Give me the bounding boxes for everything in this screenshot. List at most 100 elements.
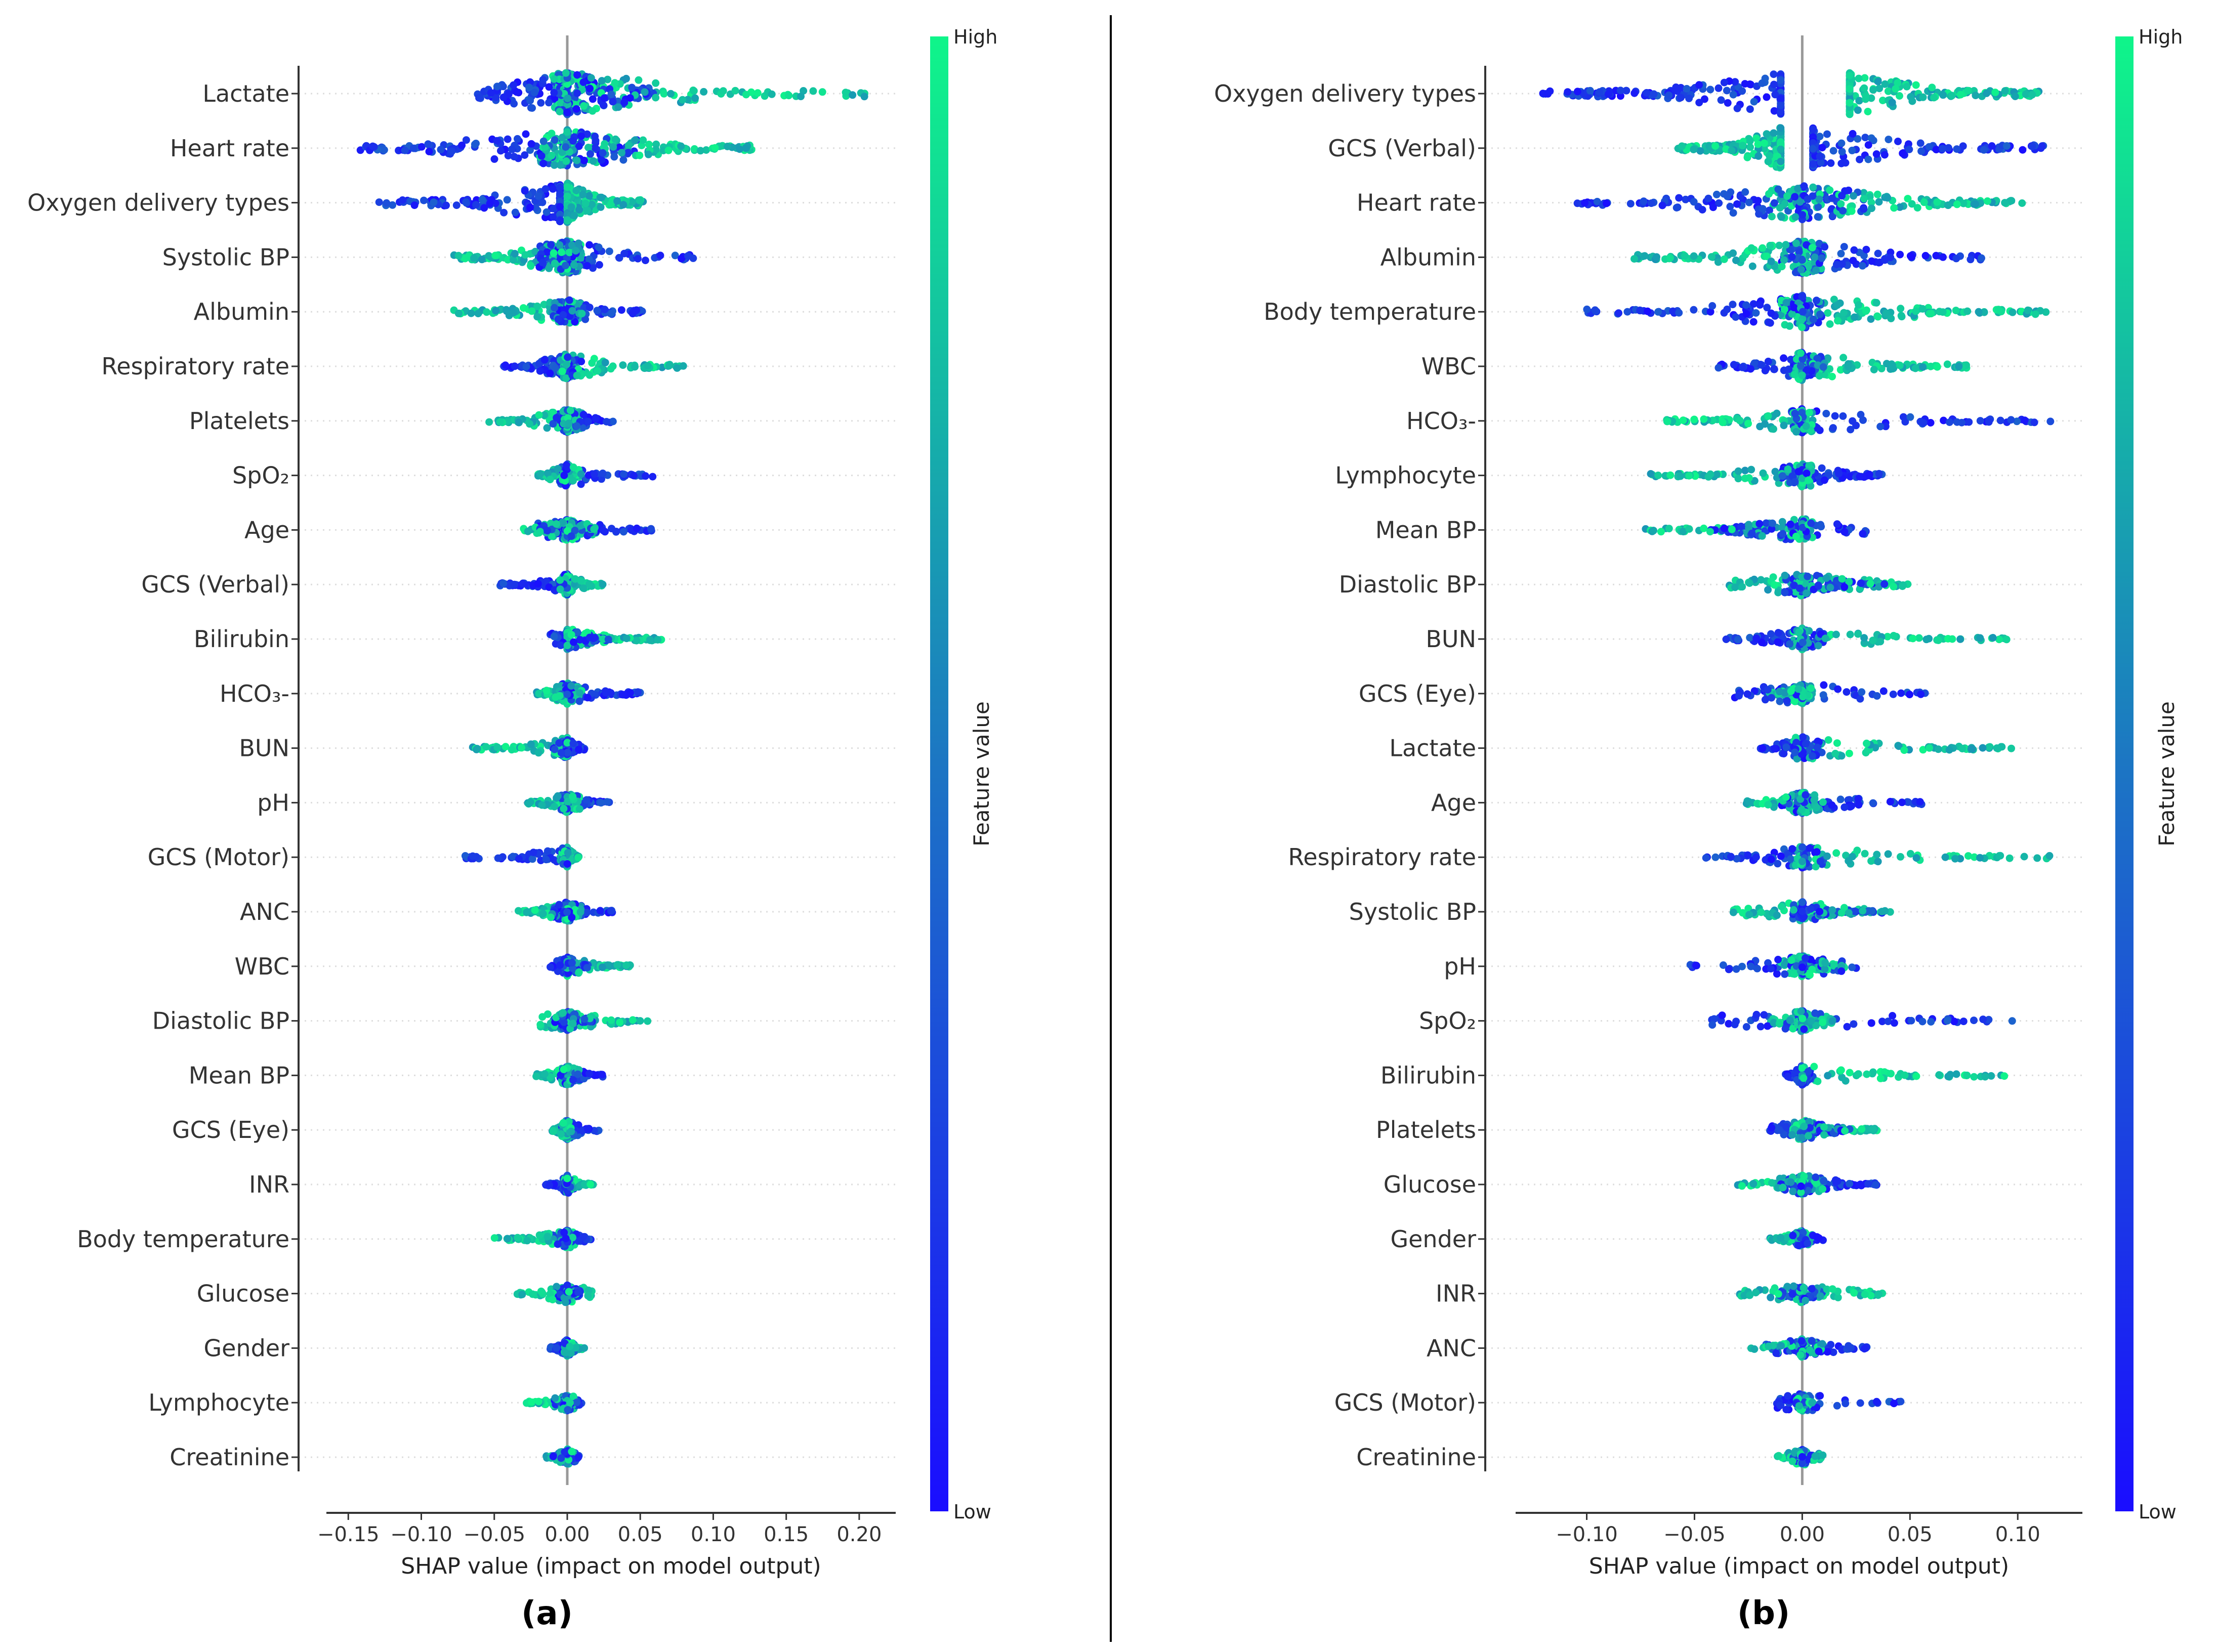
shap-dot [842, 89, 850, 97]
shap-dot [547, 913, 555, 921]
shap-dot [591, 144, 599, 152]
shap-dot [562, 143, 570, 151]
shap-dot [522, 130, 530, 138]
shap-dot [556, 961, 564, 969]
shap-dot [511, 208, 519, 217]
shap-dot [860, 93, 868, 101]
shap-dot [548, 532, 556, 540]
shap-dot [533, 302, 541, 310]
shap-dot [380, 146, 388, 154]
shap-dot [556, 585, 564, 594]
shap-dot [523, 1237, 531, 1245]
shap-dot [508, 145, 516, 153]
shap-dot [425, 148, 433, 155]
shap-dot [563, 1281, 571, 1289]
shap-dot [617, 306, 625, 314]
shap-dot [649, 473, 657, 481]
shap-dot [547, 241, 555, 249]
shap-dot [1872, 150, 1880, 158]
shap-dot [679, 362, 687, 370]
feature-label: Body temperature [77, 1225, 289, 1253]
shap-dot [1903, 82, 1911, 91]
shap-dot [619, 156, 628, 164]
shap-dot [614, 103, 622, 111]
shap-dot [1746, 105, 1754, 113]
shap-dot [499, 93, 508, 101]
shap-dot [553, 414, 561, 422]
shap-dot [1596, 88, 1604, 96]
feature-label: SpO₂ [232, 462, 289, 489]
shap-dot [1917, 147, 1926, 155]
feature-label: Oxygen delivery types [27, 189, 289, 217]
shap-dot [528, 104, 536, 112]
shap-dot [702, 146, 710, 154]
feature-label: Creatinine [170, 1444, 289, 1471]
shap-dot [585, 255, 593, 263]
shap-dot [556, 692, 564, 700]
shap-dot [1685, 94, 1693, 102]
x-tick-label: 0.05 [618, 1523, 663, 1546]
shap-dot [369, 142, 377, 150]
shap-dot [603, 418, 611, 426]
shap-dot [543, 527, 552, 535]
shap-dot [624, 141, 633, 149]
shap-dot [545, 264, 553, 272]
shap-dot [580, 1015, 589, 1023]
shap-dot [557, 641, 565, 649]
shap-dot [573, 371, 581, 379]
shap-dot [584, 417, 592, 426]
shap-dot [586, 84, 594, 93]
shap-dot [1827, 159, 1835, 167]
shap-dot [1695, 99, 1703, 107]
shap-dot [1892, 85, 1900, 93]
shap-dot [490, 1234, 498, 1242]
feature-label: Respiratory rate [101, 353, 289, 380]
shap-dot [553, 520, 561, 528]
shap-dot [629, 1016, 637, 1024]
shap-dot [598, 77, 606, 85]
shap-dot [1777, 76, 1785, 84]
shap-dot [525, 83, 533, 92]
feature-label: Albumin [194, 298, 289, 325]
shap-dot [469, 852, 477, 860]
shap-dot [599, 526, 607, 534]
shap-dot [678, 255, 685, 263]
shap-dot [356, 146, 364, 154]
shap-dot [564, 1406, 572, 1414]
shap-dot [539, 137, 548, 145]
shap-dot [2038, 142, 2046, 150]
shap-dot [579, 78, 588, 86]
shap-dot [504, 135, 512, 143]
shap-dot [563, 690, 571, 698]
shap-dot [583, 694, 592, 702]
shap-dot [573, 89, 581, 97]
shap-dot [524, 527, 532, 535]
shap-dot [545, 83, 553, 91]
feature-label: HCO₃- [220, 680, 289, 707]
shap-dot [1777, 102, 1785, 109]
shap-dot [1908, 97, 1916, 105]
shap-dot [551, 136, 559, 144]
shap-dot [542, 856, 550, 864]
shap-dot [547, 963, 554, 971]
shap-dot [569, 1020, 577, 1028]
shap-dot [585, 241, 594, 249]
shap-dot [545, 1181, 553, 1189]
shap-dot [556, 190, 564, 198]
shap-dot [652, 146, 660, 153]
shap-dot [521, 251, 529, 259]
shap-dot [496, 418, 504, 426]
shap-dot [613, 961, 621, 969]
shap-dot [536, 528, 544, 536]
shap-dot [641, 257, 649, 265]
shap-dot [587, 74, 595, 82]
shap-dot [630, 472, 638, 480]
shap-dot [626, 689, 634, 697]
shap-dot [1888, 99, 1896, 107]
x-tick-label: −0.15 [317, 1523, 380, 1546]
shap-dot [555, 739, 563, 747]
shap-dot [514, 135, 521, 143]
shap-dot [557, 749, 565, 757]
shap-dot [556, 184, 564, 191]
shap-dot [2001, 87, 2009, 95]
